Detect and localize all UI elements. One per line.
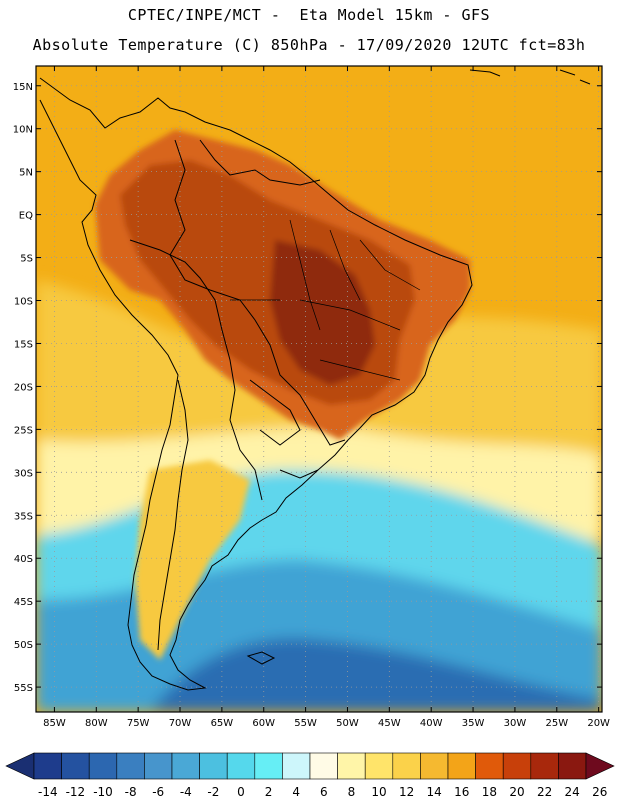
- lon-label: 40W: [420, 718, 443, 729]
- lat-label: 5N: [19, 168, 33, 179]
- colorbar-label: 0: [237, 785, 245, 799]
- temperature-colorbar: -14 -12 -10 -8 -6 -4 -2 0 2 4 6 8 10 12 14 16 18 20 22 24 26…: [5, 752, 615, 799]
- colorbar-swatch: [199, 752, 228, 780]
- lon-label: 65W: [211, 718, 234, 729]
- colorbar-swatch: [502, 752, 532, 780]
- border-brazil-states: [230, 219, 421, 381]
- lat-label: 5S: [20, 254, 33, 265]
- colorbar-high-arrow: [585, 752, 615, 780]
- colorbar-label: -4: [180, 785, 192, 799]
- colorbar-label: -6: [152, 785, 164, 799]
- temperature-field: [36, 66, 602, 712]
- lat-label: 10S: [14, 297, 33, 308]
- colorbar-swatch: [33, 752, 62, 780]
- colorbar-swatch: [420, 752, 449, 780]
- map-frame: [35, 65, 603, 713]
- colorbar-label: 4: [292, 785, 300, 799]
- colorbar-label: 14: [427, 785, 442, 799]
- border-north: [199, 139, 321, 186]
- colorbar-swatch: [254, 752, 283, 780]
- colorbar-label: -12: [66, 785, 86, 799]
- falkland-islands: [246, 651, 276, 665]
- lon-label: 85W: [43, 718, 66, 729]
- lon-label: 50W: [336, 718, 359, 729]
- lat-label: 50S: [14, 640, 33, 651]
- lon-label: 35W: [462, 718, 485, 729]
- colorbar-swatch: [226, 752, 256, 780]
- colorbar-label: -8: [125, 785, 137, 799]
- colorbar-swatch: [447, 752, 476, 780]
- colorbar-label: 20: [509, 785, 524, 799]
- colorbar-label: 6: [320, 785, 328, 799]
- country-borders: [39, 69, 591, 691]
- lat-label: 15N: [13, 82, 33, 93]
- colorbar-label: 18: [482, 785, 497, 799]
- longitude-axis: 85W 80W 75W 70W 65W 60W 55W 50W 45W 40W 35W 30W 25W 2…: [43, 66, 610, 729]
- map-title: CPTEC/INPE/MCT - Eta Model 15km - GFS: [127, 6, 491, 24]
- lat-label: 10N: [13, 125, 33, 136]
- colorbar-label: -14: [38, 785, 58, 799]
- lon-label: 45W: [378, 718, 401, 729]
- lon-label: 75W: [127, 718, 150, 729]
- colorbar-swatch: [530, 752, 559, 780]
- colorbar-swatch: [364, 752, 394, 780]
- lat-label: 45S: [14, 597, 33, 608]
- colorbar-label: 12: [399, 785, 414, 799]
- colorbar-label: 8: [348, 785, 356, 799]
- colorbar-low-arrow: [5, 752, 35, 780]
- lat-label: 20S: [14, 382, 33, 393]
- colorbar-swatch: [171, 752, 200, 780]
- caribbean-islands: [469, 69, 591, 85]
- lat-label: 35S: [14, 511, 33, 522]
- colorbar-swatch: [144, 752, 173, 780]
- border-argentina-chile: [157, 379, 189, 651]
- land-cool-south-region: [135, 460, 250, 660]
- lon-label: 20W: [587, 718, 610, 729]
- lon-label: 80W: [85, 718, 108, 729]
- colorbar-swatch: [392, 752, 421, 780]
- colorbar-label: 2: [265, 785, 273, 799]
- colorbar-swatch: [475, 752, 504, 780]
- lon-label: 70W: [169, 718, 192, 729]
- colorbar-swatch: [116, 752, 145, 780]
- lat-label: EQ: [19, 211, 33, 222]
- colorbar-label: 22: [537, 785, 552, 799]
- lat-label: 55S: [14, 683, 33, 694]
- lon-label: 60W: [252, 718, 275, 729]
- latitude-axis: 15N 10N 5N EQ 5S 10S 15S 20S 25S 30S 35S 40S 45S 50S 5…: [13, 82, 602, 694]
- border-andes: [129, 239, 263, 501]
- lat-label: 25S: [14, 425, 33, 436]
- colorbar-swatch: [337, 752, 366, 780]
- lat-label: 30S: [14, 468, 33, 479]
- colorbar-label: 10: [371, 785, 386, 799]
- border-uruguay: [279, 469, 319, 479]
- lat-label: 15S: [14, 339, 33, 350]
- colorbar-swatch: [282, 752, 311, 780]
- border-paraguay: [249, 379, 301, 446]
- lon-label: 25W: [545, 718, 568, 729]
- colorbar-swatch: [558, 752, 587, 780]
- colorbar-label: 26: [592, 785, 607, 799]
- colorbar-swatch: [309, 752, 338, 780]
- land-hottest-region: [270, 240, 375, 385]
- map-subtitle: Absolute Temperature (C) 850hPa - 17/09/…: [32, 36, 586, 54]
- lon-label: 55W: [294, 718, 317, 729]
- colorbar-label: 24: [565, 785, 580, 799]
- lon-label: 30W: [504, 718, 527, 729]
- colorbar-label: 16: [454, 785, 469, 799]
- colorbar-swatch: [88, 752, 118, 780]
- lat-label: 40S: [14, 554, 33, 565]
- colorbar-swatch: [61, 752, 90, 780]
- colorbar-label: -2: [207, 785, 219, 799]
- colorbar-label: -10: [93, 785, 113, 799]
- south-america-coastline: [39, 77, 473, 691]
- ocean-coldest-region: [150, 638, 602, 712]
